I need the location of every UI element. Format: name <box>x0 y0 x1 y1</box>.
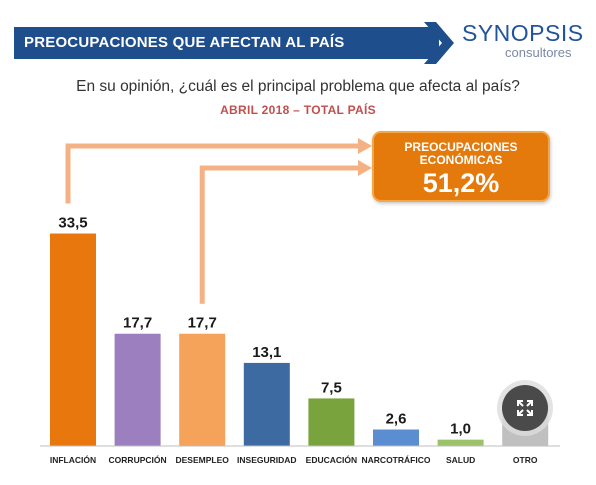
arrow-head <box>358 138 372 154</box>
callout-arrow <box>199 165 360 304</box>
data-label: 1,0 <box>450 421 471 438</box>
bar-desempleo <box>179 333 226 446</box>
category-label: EDUCACIÓN <box>306 454 357 465</box>
category-label: OTRO <box>513 455 538 465</box>
category-label: NARCOTRÁFICO <box>362 455 431 465</box>
bars-group: 33,5 INFLACIÓN 17,7 CORRUPCIÓN 17,7 DESEMPLEO… <box>50 215 549 465</box>
callout-value: 51,2% <box>422 168 500 198</box>
bar-inseguridad <box>243 362 290 446</box>
expand-icon <box>517 400 533 416</box>
arrow-head <box>358 160 372 176</box>
logo-subtitle: consultores <box>505 45 572 60</box>
chart-subtitle: ABRIL 2018 – TOTAL PAÍS <box>220 103 376 117</box>
category-label: DESEMPLEO <box>176 455 230 465</box>
category-label: INFLACIÓN <box>50 454 96 465</box>
bar-corrupción <box>114 333 161 446</box>
header-banner: PREOCUPACIONES QUE AFECTAN AL PAÍS <box>14 27 439 59</box>
data-label: 33,5 <box>58 215 87 232</box>
expand-button[interactable] <box>502 385 548 431</box>
chevron-right-icon <box>424 22 454 64</box>
category-label: CORRUPCIÓN <box>109 454 167 465</box>
data-label: 17,7 <box>123 315 152 332</box>
callout-label: PREOCUPACIONES ECONÓMICAS <box>404 140 518 167</box>
data-label: 13,1 <box>252 344 281 361</box>
data-label: 7,5 <box>321 379 342 396</box>
bar-salud <box>437 439 484 446</box>
data-label: 2,6 <box>386 411 407 428</box>
category-label: INSEGURIDAD <box>237 455 297 465</box>
bar-inflación <box>50 233 96 446</box>
survey-question: En su opinión, ¿cuál es el principal pro… <box>76 78 520 95</box>
data-label: 17,7 <box>188 315 217 332</box>
callout-arrows <box>65 138 372 304</box>
category-label: SALUD <box>446 455 475 465</box>
economic-concerns-callout: PREOCUPACIONES ECONÓMICAS 51,2% <box>372 131 550 202</box>
bar-educación <box>308 398 355 446</box>
logo-synopsis: SYNOPSIS <box>462 20 584 46</box>
page-title: PREOCUPACIONES QUE AFECTAN AL PAÍS <box>24 34 345 51</box>
callout-arrow <box>65 143 360 204</box>
bar-narcotráfico <box>373 429 419 446</box>
